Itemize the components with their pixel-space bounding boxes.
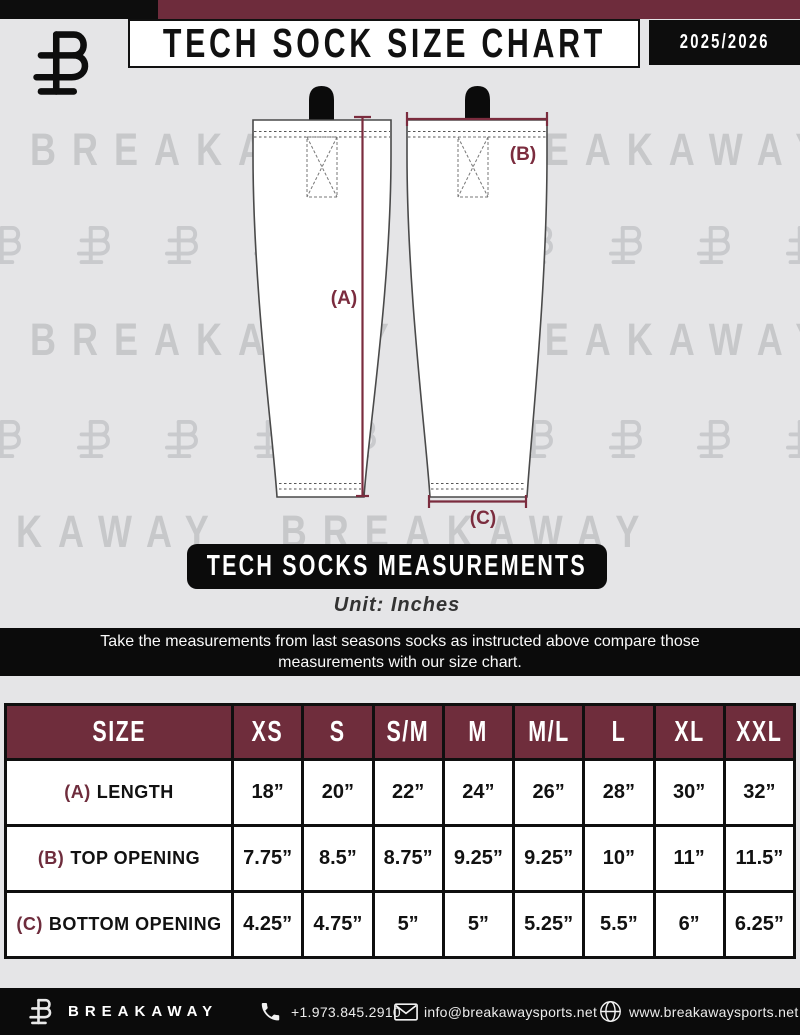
left-sock [252,86,392,498]
b-logo-icon [695,416,737,462]
label-b: (B) [510,144,536,165]
cell-bottom-xl: 6” [652,893,723,956]
cell-length-ml: 26” [512,761,583,824]
b-logo-icon [163,416,205,462]
row-label-bottom-opening: (C) BOTTOM OPENING [7,893,231,956]
header-cell-xxl: XXL [722,706,793,758]
left-velcro-patch [306,136,338,198]
cell-bottom-l: 5.5” [582,893,653,956]
email-address: info@breakawaysports.net [424,1003,598,1020]
cell-length-m: 24” [441,761,512,824]
right-sock-body [406,119,548,498]
header-cell-sm: S/M [371,706,442,758]
table-row-top-opening: (B) TOP OPENING 7.75” 8.5” 8.75” 9.25” 9.… [7,824,793,890]
b-logo-icon [75,416,117,462]
table-row-length: (A) LENGTH 18” 20” 22” 24” 26” 28” 30” 32… [7,758,793,824]
header-cell-size: SIZE [7,706,231,758]
globe-icon [599,988,622,1035]
sock-diagram: (A) (B) (C) [252,86,549,529]
table-header-row: SIZE XS S S/M M M/L L XL XXL [7,706,793,758]
measurement-line-a [354,115,371,498]
season-badge: 2025/2026 [649,20,800,65]
phone-icon [258,988,280,1035]
header-cell-xs: XS [231,706,302,758]
brand-b-logo-icon [30,24,100,102]
b-logo-icon [784,416,800,462]
cell-top-xs: 7.75” [231,827,302,890]
cell-length-s: 20” [301,761,372,824]
measurement-line-c [427,495,528,508]
header-cell-xl: XL [652,706,723,758]
b-logo-icon [607,222,649,268]
header-strip-black [0,0,158,19]
label-a: (A) [331,288,357,309]
right-sock-tab [465,86,490,121]
cell-length-xl: 30” [652,761,723,824]
cell-bottom-ml: 5.25” [512,893,583,956]
b-logo-icon [0,416,28,462]
table-row-bottom-opening: (C) BOTTOM OPENING 4.25” 4.75” 5” 5” 5.25… [7,890,793,956]
email-icon [394,988,418,1035]
cell-length-xs: 18” [231,761,302,824]
row-label-top-opening: (B) TOP OPENING [7,827,231,890]
b-logo-icon [163,222,205,268]
cell-bottom-m: 5” [441,893,512,956]
cell-top-xl: 11” [652,827,723,890]
cell-top-l: 10” [582,827,653,890]
b-logo-icon [695,222,737,268]
instruction-line-2: measurements with our size chart. [278,654,522,671]
footer-b-logo-icon [28,988,56,1035]
size-table: SIZE XS S S/M M M/L L XL XXL (A) LENGTH 1… [4,703,796,959]
row-label-length: (A) LENGTH [7,761,231,824]
footer-brand-name: BREAKAWAY [68,1003,219,1020]
cell-top-xxl: 11.5” [722,827,793,890]
cell-length-xxl: 32” [722,761,793,824]
measurement-line-b [405,112,549,126]
instruction-banner: Take the measurements from last seasons … [0,628,800,676]
b-logo-icon [0,222,28,268]
measurements-banner: TECH SOCKS MEASUREMENTS [187,544,607,589]
left-sock-tab [309,86,334,121]
label-c: (C) [470,508,496,529]
right-sock [406,86,548,498]
header-cell-s: S [301,706,372,758]
cell-bottom-xs: 4.25” [231,893,302,956]
page-title: TECH SOCK SIZE CHART [162,20,606,66]
cell-bottom-sm: 5” [371,893,442,956]
measurements-banner-title: TECH SOCKS MEASUREMENTS [206,550,588,582]
unit-label: Unit: Inches [333,594,461,616]
header-cell-m: M [441,706,512,758]
website-url: www.breakawaysports.net [629,1003,799,1020]
cell-length-l: 28” [582,761,653,824]
right-velcro-patch [457,136,489,198]
title-band: TECH SOCK SIZE CHART [128,19,640,68]
footer-bar: BREAKAWAY +1.973.845.2910 info@breakaway… [0,988,800,1035]
cell-top-m: 9.25” [441,827,512,890]
cell-top-s: 8.5” [301,827,372,890]
cell-top-ml: 9.25” [512,827,583,890]
header-cell-ml: M/L [512,706,583,758]
cell-bottom-s: 4.75” [301,893,372,956]
cell-top-sm: 8.75” [371,827,442,890]
instruction-line-1: Take the measurements from last seasons … [100,633,700,650]
header-strip-maroon [158,0,800,19]
phone-number: +1.973.845.2910 [291,1003,401,1020]
header-cell-l: L [582,706,653,758]
left-sock-body [252,119,392,498]
cell-length-sm: 22” [371,761,442,824]
b-logo-icon [607,416,649,462]
b-logo-icon [784,222,800,268]
b-logo-icon [75,222,117,268]
cell-bottom-xxl: 6.25” [722,893,793,956]
